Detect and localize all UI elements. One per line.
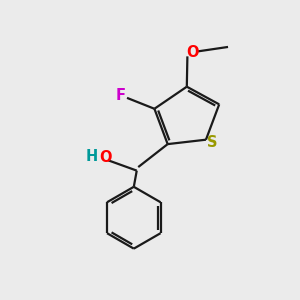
Text: O: O bbox=[99, 150, 112, 165]
Text: H: H bbox=[85, 149, 98, 164]
Text: F: F bbox=[116, 88, 126, 103]
Text: O: O bbox=[186, 45, 199, 60]
Text: S: S bbox=[207, 134, 218, 149]
